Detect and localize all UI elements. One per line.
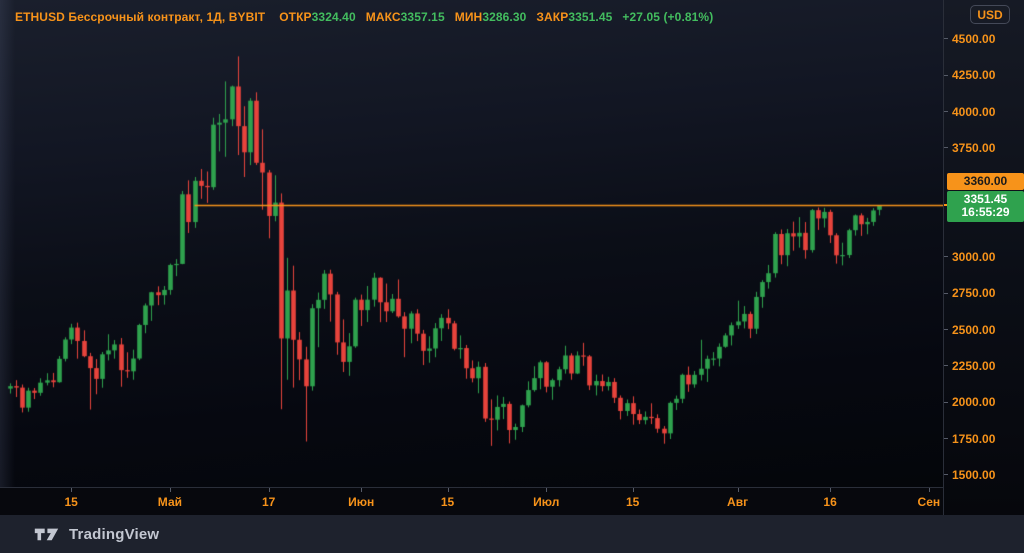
ohlc-close: ЗАКР 3351.45 — [536, 10, 612, 24]
time-scale[interactable]: 15 Май 17 Июн 15 Июл 15 Авг 16 Сен — [0, 487, 943, 515]
chart-legend: ETHUSD Бессрочный контракт, 1Д, BYBIT ОТ… — [15, 10, 713, 24]
low-value: 3286.30 — [482, 10, 527, 24]
price-tick-label: 2250.00 — [944, 359, 995, 373]
open-value: 3324.40 — [311, 10, 356, 24]
time-tick-label: Май — [157, 495, 183, 509]
symbol-title[interactable]: ETHUSD Бессрочный контракт, 1Д, BYBIT — [15, 10, 266, 24]
price-scale[interactable]: USD 4500.00 4250.00 4000.00 3750.00 3000.00 2… — [943, 0, 1024, 515]
time-tick-mark — [447, 488, 449, 492]
time-tick-label: 17 — [261, 495, 276, 509]
time-tick-mark — [632, 488, 634, 492]
time-tick-mark — [546, 488, 548, 492]
low-label: МИН — [454, 10, 483, 24]
candlestick-canvas[interactable] — [0, 0, 943, 487]
price-tick-label: 4250.00 — [944, 68, 995, 82]
price-change: +27.05 (+0.81%) — [622, 10, 714, 24]
ohlc-low: МИН 3286.30 — [455, 10, 527, 24]
footer-bar: TradingView — [0, 515, 1024, 553]
tradingview-brand[interactable]: TradingView — [69, 525, 160, 543]
horizontal-line-price-badge: 3360.00 — [947, 172, 1024, 190]
price-tick-label: 1500.00 — [944, 468, 995, 482]
time-tick-label: Июл — [533, 495, 560, 509]
tradingview-logo-icon[interactable] — [33, 525, 60, 543]
price-tick-label: 4000.00 — [944, 105, 995, 119]
price-tick-label: 2500.00 — [944, 323, 995, 337]
line-price-tick — [944, 203, 949, 206]
last-price-badge: 3351.45 16:55:29 — [947, 190, 1024, 222]
time-tick-mark — [737, 488, 739, 492]
price-tick-label: 2000.00 — [944, 395, 995, 409]
time-tick-mark — [268, 488, 270, 492]
bar-countdown: 16:55:29 — [961, 204, 1010, 219]
open-label: ОТКР — [279, 10, 312, 24]
time-tick-label: Сен — [917, 495, 941, 509]
ohlc-high: МАКС 3357.15 — [366, 10, 445, 24]
last-price-value: 3351.45 — [963, 191, 1008, 206]
high-label: МАКС — [365, 10, 401, 24]
price-tick-label: 3750.00 — [944, 141, 995, 155]
time-tick-label: 15 — [440, 495, 455, 509]
currency-button[interactable]: USD — [970, 5, 1010, 24]
price-tick-label: 4500.00 — [944, 32, 995, 46]
high-value: 3357.15 — [400, 10, 445, 24]
price-tick-label: 3000.00 — [944, 250, 995, 264]
time-tick-mark — [361, 488, 363, 492]
close-value: 3351.45 — [568, 10, 613, 24]
time-tick-label: 15 — [625, 495, 640, 509]
time-tick-label: 15 — [64, 495, 78, 509]
time-tick-mark — [830, 488, 832, 492]
time-tick-mark — [71, 488, 73, 492]
time-tick-label: 16 — [823, 495, 837, 509]
time-tick-label: Авг — [727, 495, 749, 509]
time-tick-mark — [169, 488, 171, 492]
price-tick-label: 2750.00 — [944, 286, 995, 300]
ohlc-open: ОТКР 3324.40 — [279, 10, 355, 24]
time-tick-mark — [928, 488, 930, 492]
chart-pane[interactable]: ETHUSD Бессрочный контракт, 1Д, BYBIT ОТ… — [0, 0, 943, 487]
time-tick-label: Июн — [348, 495, 375, 509]
close-label: ЗАКР — [536, 10, 569, 24]
price-tick-label: 1750.00 — [944, 432, 995, 446]
